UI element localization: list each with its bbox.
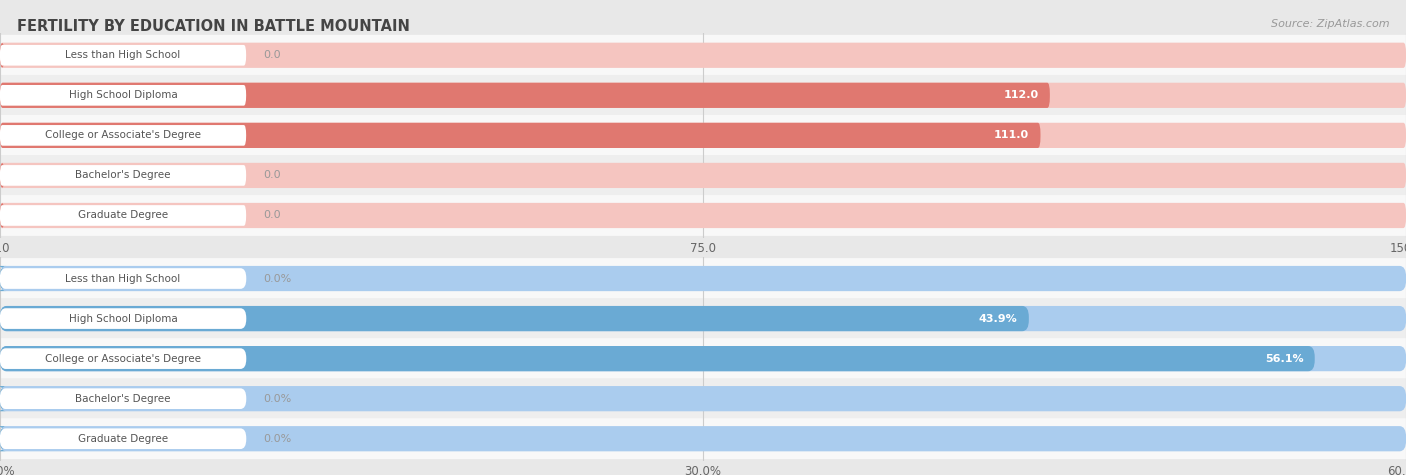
FancyBboxPatch shape (0, 266, 1406, 291)
FancyBboxPatch shape (0, 75, 1406, 116)
Text: 112.0: 112.0 (1004, 90, 1039, 100)
Text: 0.0%: 0.0% (263, 434, 291, 444)
FancyBboxPatch shape (0, 163, 4, 188)
Text: 0.0: 0.0 (263, 171, 281, 180)
FancyBboxPatch shape (0, 389, 246, 409)
Text: 0.0%: 0.0% (263, 274, 291, 284)
FancyBboxPatch shape (0, 203, 4, 228)
Text: 0.0%: 0.0% (263, 394, 291, 404)
FancyBboxPatch shape (0, 165, 246, 186)
Text: Source: ZipAtlas.com: Source: ZipAtlas.com (1271, 19, 1389, 29)
FancyBboxPatch shape (0, 298, 1406, 339)
Text: College or Associate's Degree: College or Associate's Degree (45, 353, 201, 364)
Text: 0.0: 0.0 (263, 210, 281, 220)
Text: Less than High School: Less than High School (66, 50, 180, 60)
FancyBboxPatch shape (0, 338, 1406, 379)
FancyBboxPatch shape (0, 203, 1406, 228)
Text: High School Diploma: High School Diploma (69, 90, 177, 100)
FancyBboxPatch shape (0, 125, 246, 146)
FancyBboxPatch shape (0, 306, 1029, 331)
FancyBboxPatch shape (0, 85, 246, 105)
FancyBboxPatch shape (0, 308, 246, 329)
FancyBboxPatch shape (0, 163, 1406, 188)
FancyBboxPatch shape (0, 258, 1406, 299)
Text: 111.0: 111.0 (994, 130, 1029, 141)
FancyBboxPatch shape (0, 43, 4, 68)
Text: Less than High School: Less than High School (66, 274, 180, 284)
Text: College or Associate's Degree: College or Associate's Degree (45, 130, 201, 141)
Text: Bachelor's Degree: Bachelor's Degree (76, 171, 170, 180)
FancyBboxPatch shape (0, 428, 246, 449)
FancyBboxPatch shape (0, 123, 1040, 148)
FancyBboxPatch shape (0, 35, 1406, 76)
Text: 43.9%: 43.9% (979, 314, 1018, 323)
FancyBboxPatch shape (0, 268, 246, 289)
FancyBboxPatch shape (0, 348, 246, 369)
FancyBboxPatch shape (0, 195, 1406, 236)
FancyBboxPatch shape (0, 386, 1406, 411)
FancyBboxPatch shape (0, 378, 1406, 419)
FancyBboxPatch shape (0, 43, 1406, 68)
FancyBboxPatch shape (0, 418, 1406, 459)
Text: Graduate Degree: Graduate Degree (77, 434, 169, 444)
FancyBboxPatch shape (0, 155, 1406, 196)
FancyBboxPatch shape (0, 426, 1406, 451)
FancyBboxPatch shape (0, 115, 1406, 156)
FancyBboxPatch shape (0, 123, 1406, 148)
FancyBboxPatch shape (0, 45, 246, 66)
FancyBboxPatch shape (0, 205, 246, 226)
Text: Graduate Degree: Graduate Degree (77, 210, 169, 220)
Text: High School Diploma: High School Diploma (69, 314, 177, 323)
FancyBboxPatch shape (0, 266, 7, 291)
FancyBboxPatch shape (0, 83, 1406, 108)
Text: FERTILITY BY EDUCATION IN BATTLE MOUNTAIN: FERTILITY BY EDUCATION IN BATTLE MOUNTAI… (17, 19, 409, 34)
FancyBboxPatch shape (0, 346, 1406, 371)
FancyBboxPatch shape (0, 83, 1050, 108)
FancyBboxPatch shape (0, 346, 1315, 371)
FancyBboxPatch shape (0, 306, 1406, 331)
Text: Bachelor's Degree: Bachelor's Degree (76, 394, 170, 404)
FancyBboxPatch shape (0, 426, 7, 451)
Text: 56.1%: 56.1% (1265, 353, 1303, 364)
Text: 0.0: 0.0 (263, 50, 281, 60)
FancyBboxPatch shape (0, 386, 7, 411)
